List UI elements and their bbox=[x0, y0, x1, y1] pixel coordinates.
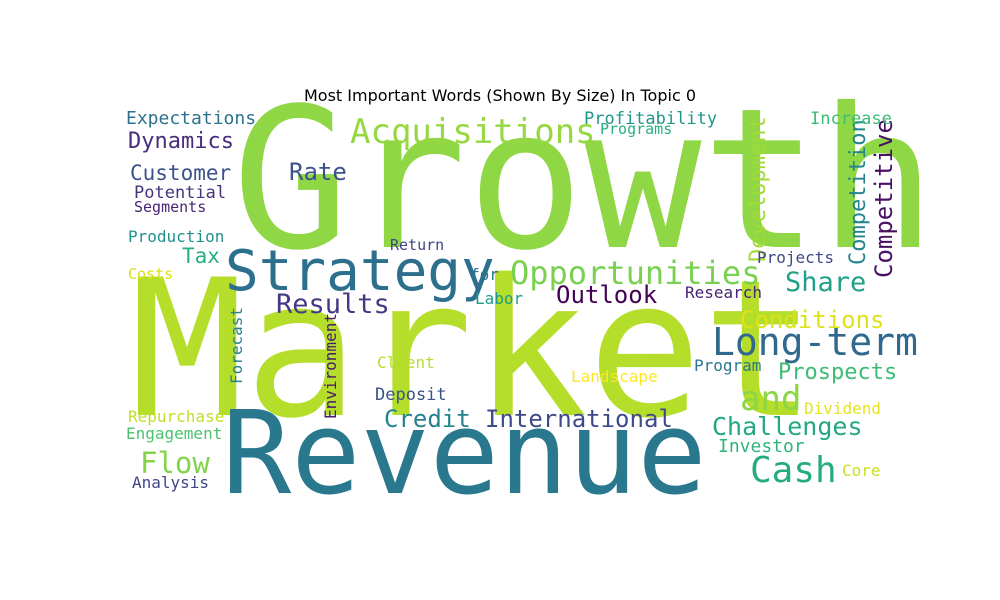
word-client: Client bbox=[377, 353, 435, 372]
word-programs: Programs bbox=[600, 120, 672, 138]
word-environment: Environment bbox=[321, 313, 340, 419]
word-growth: Growth bbox=[232, 66, 936, 293]
word-conditions: Conditions bbox=[740, 306, 885, 334]
word-customer: Customer bbox=[130, 161, 231, 185]
word-potential: Potential bbox=[134, 183, 226, 203]
word-flow: Flow bbox=[140, 446, 210, 480]
word-prospects: Prospects bbox=[778, 360, 897, 385]
word-core: Core bbox=[842, 461, 881, 480]
word-projects: Projects bbox=[757, 248, 834, 267]
word-and: and bbox=[740, 379, 801, 419]
word-costs: Costs bbox=[128, 265, 173, 283]
word-results: Results bbox=[276, 289, 390, 320]
word-for: for bbox=[470, 265, 499, 284]
word-investor: Investor bbox=[718, 436, 805, 457]
word-development: Development bbox=[746, 116, 771, 262]
word-rate: Rate bbox=[289, 158, 347, 186]
word-research: Research bbox=[685, 283, 762, 302]
word-forecast: Forecast bbox=[227, 307, 246, 384]
word-return: Return bbox=[390, 236, 444, 254]
word-dividend: Dividend bbox=[804, 399, 881, 418]
word-share: Share bbox=[785, 267, 866, 298]
word-international: International bbox=[485, 405, 673, 433]
word-landscape: Landscape bbox=[571, 367, 658, 386]
word-dynamics: Dynamics bbox=[128, 129, 234, 154]
word-competition: Competition bbox=[846, 119, 871, 265]
word-profitability: Profitability bbox=[584, 109, 717, 129]
word-long-term: Long-term bbox=[712, 320, 918, 364]
word-strategy: Strategy bbox=[225, 239, 495, 304]
word-competitive: Competitive bbox=[870, 119, 898, 278]
word-tax: Tax bbox=[182, 244, 220, 268]
word-outlook: Outlook bbox=[556, 281, 658, 309]
word-challenges: Challenges bbox=[712, 412, 863, 441]
chart-title: Most Important Words (Shown By Size) In … bbox=[303, 86, 697, 105]
word-segments: Segments bbox=[134, 198, 206, 216]
word-expectations: Expectations bbox=[126, 108, 256, 129]
word-revenue: Revenue bbox=[222, 387, 707, 521]
word-program: Program bbox=[694, 356, 761, 375]
word-opportunities: Opportunities bbox=[510, 254, 760, 292]
word-increase: Increase bbox=[810, 109, 892, 129]
word-repurchase: Repurchase bbox=[128, 407, 224, 426]
word-market: Market bbox=[130, 239, 816, 460]
word-credit: Credit bbox=[384, 405, 471, 433]
word-acquisitions: Acquisitions bbox=[350, 112, 596, 152]
word-engagement: Engagement bbox=[126, 424, 222, 443]
word-cash: Cash bbox=[750, 450, 837, 491]
word-deposit: Deposit bbox=[375, 385, 447, 405]
word-analysis: Analysis bbox=[132, 473, 209, 492]
word-production: Production bbox=[128, 227, 224, 246]
word-labor: Labor bbox=[475, 289, 524, 308]
